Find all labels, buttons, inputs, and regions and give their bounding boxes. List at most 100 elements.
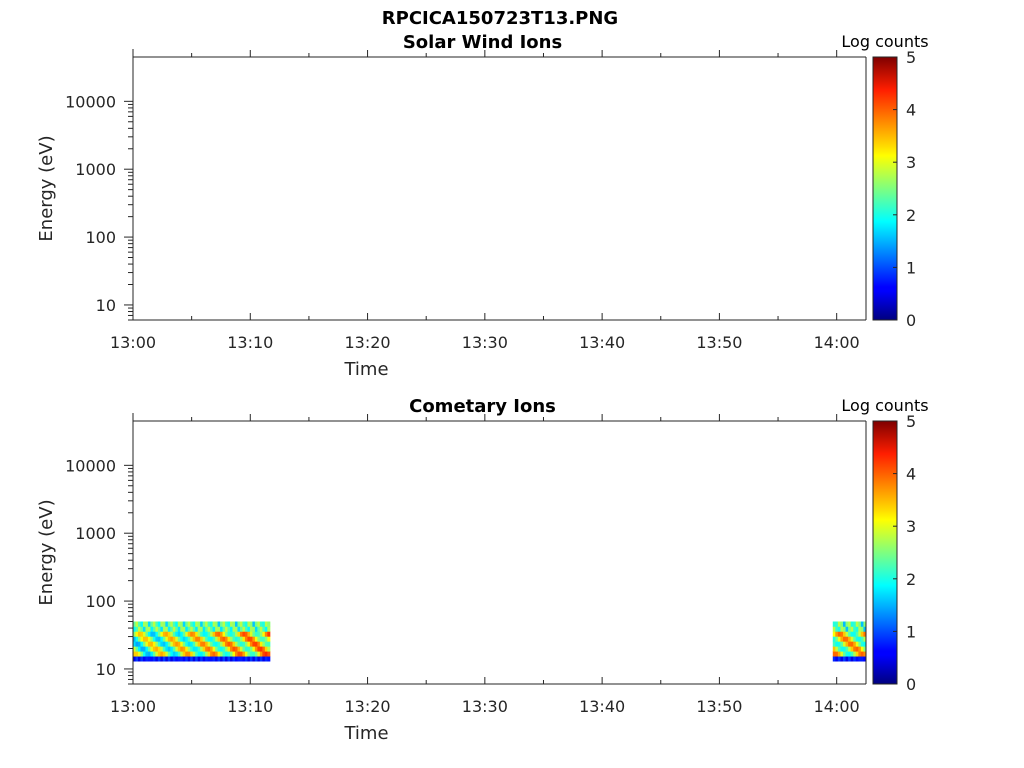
heatmap-cell (855, 651, 859, 657)
heatmap-cell (195, 621, 199, 627)
heatmap-cell (249, 651, 253, 657)
heatmap-cell (140, 626, 144, 632)
heatmap-cell (212, 646, 216, 652)
heatmap-cell (177, 626, 181, 632)
y-tick-label: 10000 (65, 456, 116, 475)
heatmap-cell (860, 626, 864, 632)
heatmap-cell (227, 656, 231, 662)
spectrogram-block (133, 621, 271, 662)
heatmap-cell (197, 651, 201, 657)
heatmap-cell (848, 621, 852, 627)
heatmap-cell (175, 636, 179, 642)
heatmap-cell (244, 626, 248, 632)
heatmap-cell (190, 651, 194, 657)
heatmap-cell (192, 631, 196, 637)
heatmap-cell (855, 626, 859, 632)
x-tick-label: 13:20 (345, 333, 391, 352)
heatmap-cell (192, 651, 196, 657)
x-tick-label: 13:40 (579, 697, 625, 716)
heatmap-cell (152, 641, 156, 647)
heatmap-cell (237, 651, 241, 657)
heatmap-cell (190, 631, 194, 637)
heatmap-cell (165, 641, 169, 647)
heatmap-cell (170, 621, 174, 627)
y-tick-label: 1000 (75, 160, 116, 179)
heatmap-cell (264, 651, 268, 657)
heatmap-cell (172, 636, 176, 642)
heatmap-cell (185, 621, 189, 627)
heatmap-cell (230, 641, 234, 647)
heatmap-cell (244, 636, 248, 642)
heatmap-cell (843, 636, 847, 642)
heatmap-cell (863, 656, 867, 662)
heatmap-cell (137, 631, 141, 637)
heatmap-cell (860, 646, 864, 652)
heatmap-cell (210, 656, 214, 662)
x-tick-label: 14:00 (814, 333, 860, 352)
heatmap-cell (145, 646, 149, 652)
heatmap-cell (232, 636, 236, 642)
heatmap-cell (259, 651, 263, 657)
heatmap-cell (150, 621, 154, 627)
heatmap-cell (152, 636, 156, 642)
heatmap-cell (267, 631, 271, 637)
heatmap-cell (267, 641, 271, 647)
heatmap-cell (222, 626, 226, 632)
heatmap-cell (832, 626, 836, 632)
heatmap-cell (225, 631, 229, 637)
heatmap-cell (840, 656, 844, 662)
heatmap-cell (172, 646, 176, 652)
heatmap-cell (249, 621, 253, 627)
heatmap-cell (267, 656, 271, 662)
heatmap-cell (140, 636, 144, 642)
heatmap-cell (215, 646, 219, 652)
heatmap-cell (165, 621, 169, 627)
heatmap-cell (147, 656, 151, 662)
heatmap-cell (848, 656, 852, 662)
heatmap-cell (170, 631, 174, 637)
heatmap-cell (848, 636, 852, 642)
heatmap-cell (175, 646, 179, 652)
heatmap-cell (175, 641, 179, 647)
heatmap-cell (840, 631, 844, 637)
heatmap-cell (863, 626, 867, 632)
heatmap-cell (177, 651, 181, 657)
heatmap-cell (147, 631, 151, 637)
heatmap-cell (237, 626, 241, 632)
heatmap-cell (860, 631, 864, 637)
heatmap-cell (187, 651, 191, 657)
heatmap-cell (232, 641, 236, 647)
heatmap-cell (860, 636, 864, 642)
heatmap-cell (190, 626, 194, 632)
heatmap-cell (182, 641, 186, 647)
heatmap-cell (845, 626, 849, 632)
heatmap-cell (863, 651, 867, 657)
heatmap-cell (200, 631, 204, 637)
heatmap-cell (848, 626, 852, 632)
heatmap-cell (155, 656, 159, 662)
heatmap-cell (249, 641, 253, 647)
heatmap-cell (863, 646, 867, 652)
heatmap-cell (150, 636, 154, 642)
heatmap-cell (140, 641, 144, 647)
heatmap-cell (845, 641, 849, 647)
heatmap-cell (252, 641, 256, 647)
heatmap-cell (133, 641, 136, 647)
heatmap-cell (843, 646, 847, 652)
heatmap-cell (210, 626, 214, 632)
heatmap-cell (264, 636, 268, 642)
heatmap-cell (215, 626, 219, 632)
heatmap-cell (182, 646, 186, 652)
heatmap-cell (162, 656, 166, 662)
heatmap-cell (175, 656, 179, 662)
heatmap-cell (850, 626, 854, 632)
heatmap-cell (254, 646, 258, 652)
heatmap-cell (843, 626, 847, 632)
heatmap-cell (247, 621, 251, 627)
heatmap-cell (147, 626, 151, 632)
heatmap-cell (142, 651, 146, 657)
heatmap-cell (185, 636, 189, 642)
heatmap-cell (235, 631, 238, 637)
heatmap-cell (220, 646, 224, 652)
